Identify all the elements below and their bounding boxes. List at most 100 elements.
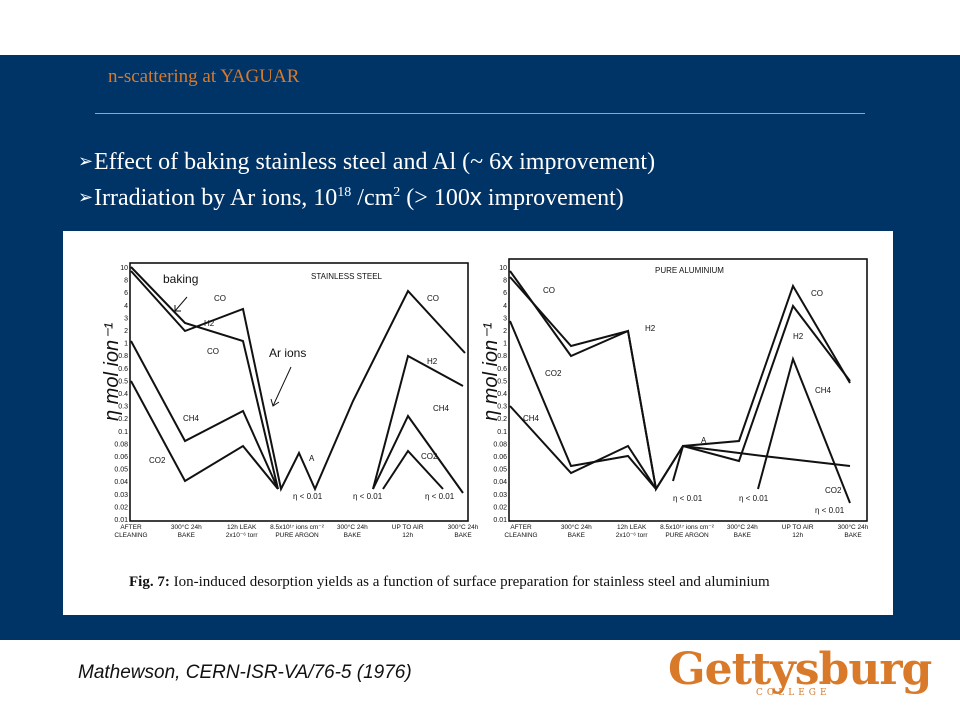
- al-label-h2: H2: [645, 324, 656, 333]
- al-ch4-late-line: [757, 355, 851, 504]
- y-tick-label: 6: [124, 290, 128, 297]
- y-tick-label: 0.5: [118, 378, 128, 385]
- ss-ch4-late-line: [372, 414, 464, 494]
- x-tick-label: BAKE: [178, 532, 196, 539]
- al-label-ch4: CH4: [523, 414, 540, 423]
- x-tick-label: 12h LEAK: [617, 524, 647, 531]
- gettysburg-logo: Gettysburg COLLEGE: [668, 644, 932, 700]
- right-ylabel: η mol ion⁻¹: [480, 322, 502, 421]
- ss-limit-1: η < 0.01: [293, 492, 323, 501]
- ss-label-h2: H2: [204, 319, 215, 328]
- logo-wordmark: Gettysburg: [668, 644, 932, 695]
- left-panel: STAINLESS STEEL η mol ion⁻¹ 10 8 6 4 3 2 1 0.8 0…: [101, 262, 479, 539]
- y-tick-label: 0.6: [118, 366, 128, 373]
- ss-label-ch4: CH4: [183, 414, 200, 423]
- y-tick-label: 0.8: [118, 353, 128, 360]
- y-tick-label: 0.03: [114, 492, 128, 499]
- x-tick-label: PURE ARGON: [665, 532, 709, 539]
- x-tick-label: 300°C 24h: [171, 523, 202, 531]
- x-tick-label: CLEANING: [114, 532, 147, 539]
- x-tick-label: BAKE: [568, 532, 586, 539]
- desorption-chart: STAINLESS STEEL η mol ion⁻¹ 10 8 6 4 3 2 1 0.8 0…: [101, 258, 869, 539]
- bullet-arrow-icon: ➢: [78, 187, 94, 207]
- al-label-co2: CO2: [545, 369, 562, 378]
- y-tick-label: 0.06: [493, 454, 507, 461]
- y-tick-label: 8: [124, 278, 128, 285]
- annotation-ar-ions: Ar ions: [269, 346, 306, 360]
- x-tick-label: BAKE: [454, 532, 472, 539]
- y-tick-label: 0.04: [114, 479, 128, 486]
- x-tick-label: 300°C 24h: [448, 523, 479, 531]
- header-rule: [95, 113, 865, 114]
- slide-header: n-scattering at YAGUAR: [108, 66, 300, 87]
- al-a-line: [672, 444, 851, 482]
- ss-label-co-late: CO: [427, 294, 439, 303]
- y-tick-label: 0.5: [497, 378, 507, 385]
- bullet-baking: ➢Effect of baking stainless steel and Al…: [78, 148, 656, 175]
- y-tick-label: 0.2: [497, 416, 507, 423]
- annotation-baking: baking: [163, 272, 198, 286]
- y-tick-label: 0.4: [118, 391, 128, 398]
- ss-limit-2: η < 0.01: [353, 492, 383, 501]
- y-tick-label: 3: [503, 315, 507, 322]
- y-tick-label: 0.05: [114, 467, 128, 474]
- x-tick-label: 2x10⁻⁶ torr: [226, 532, 259, 539]
- x-tick-label: 300°C 24h: [838, 523, 869, 531]
- y-tick-label: 0.01: [114, 517, 128, 524]
- x-tick-label: 12h: [402, 532, 413, 539]
- al-ch4-line: [509, 405, 657, 490]
- ss-limit-3: η < 0.01: [425, 492, 455, 501]
- x-tick-label: BAKE: [344, 532, 362, 539]
- bullet-arrow-icon: ➢: [78, 151, 94, 171]
- left-ylabel: η mol ion⁻¹: [101, 322, 123, 421]
- x-tick-label: AFTER: [120, 524, 142, 531]
- y-tick-label: 0.01: [493, 517, 507, 524]
- x-tick-label: UP TO AIR: [392, 524, 424, 531]
- ss-label-h2-late: H2: [427, 357, 438, 366]
- logo-subtitle: COLLEGE: [756, 688, 831, 698]
- ss-label-co2: CO2: [149, 456, 166, 465]
- y-tick-label: 0.6: [497, 366, 507, 373]
- y-tick-label: 1: [124, 341, 128, 348]
- ss-label-co: CO: [214, 294, 226, 303]
- x-tick-label: 2x10⁻⁶ torr: [616, 532, 649, 539]
- ss-co-line: [130, 270, 466, 493]
- ss-label-a: A: [309, 454, 315, 463]
- ss-co2-line: [130, 380, 279, 490]
- y-tick-label: 0.05: [493, 467, 507, 474]
- ss-h2-line: [130, 266, 279, 490]
- y-tick-label: 0.06: [114, 454, 128, 461]
- right-y-ticks: 10 8 6 4 3 2 1 0.8 0.6 0.5 0.4 0.3 0.2 0.1 0.08 0.06 0.0…: [493, 265, 507, 524]
- y-tick-label: 0.04: [493, 479, 507, 486]
- bullet-irradiation: ➢Irradiation by Ar ions, 1018 /cm2 (> 10…: [78, 184, 624, 211]
- al-co2-line: [509, 320, 657, 490]
- x-tick-label: 300°C 24h: [337, 523, 368, 531]
- y-tick-label: 0.03: [493, 492, 507, 499]
- al-label-co-late: CO: [811, 289, 823, 298]
- al-label-h2-late: H2: [793, 332, 804, 341]
- x-tick-label: 12h LEAK: [227, 524, 257, 531]
- y-tick-label: 4: [503, 303, 507, 310]
- y-tick-label: 0.02: [493, 504, 507, 511]
- x-tick-label: UP TO AIR: [782, 524, 814, 531]
- y-tick-label: 0.3: [497, 404, 507, 411]
- al-limit-1: η < 0.01: [673, 494, 703, 503]
- x-tick-label: BAKE: [844, 532, 862, 539]
- al-label-a: A: [701, 436, 707, 445]
- al-label-co: CO: [543, 286, 555, 295]
- y-tick-label: 0.1: [497, 429, 507, 436]
- x-tick-label: AFTER: [510, 524, 532, 531]
- x-tick-label: 8.5x10¹⁷ ions cm⁻²: [270, 524, 325, 531]
- right-panel: PURE ALUMINIUM η mol ion⁻¹ 10 8 6 4 3 2 1 0.8 0.…: [480, 258, 869, 539]
- x-tick-label: CLEANING: [504, 532, 537, 539]
- al-limit-2: η < 0.01: [739, 494, 769, 503]
- figure-image: STAINLESS STEEL η mol ion⁻¹ 10 8 6 4 3 2 1 0.8 0…: [63, 231, 893, 615]
- al-label-co2-late: CO2: [825, 486, 842, 495]
- y-tick-label: 10: [499, 265, 507, 272]
- x-tick-label: PURE ARGON: [275, 532, 319, 539]
- y-tick-label: 0.02: [114, 504, 128, 511]
- y-tick-label: 3: [124, 315, 128, 322]
- y-tick-label: 0.08: [114, 441, 128, 448]
